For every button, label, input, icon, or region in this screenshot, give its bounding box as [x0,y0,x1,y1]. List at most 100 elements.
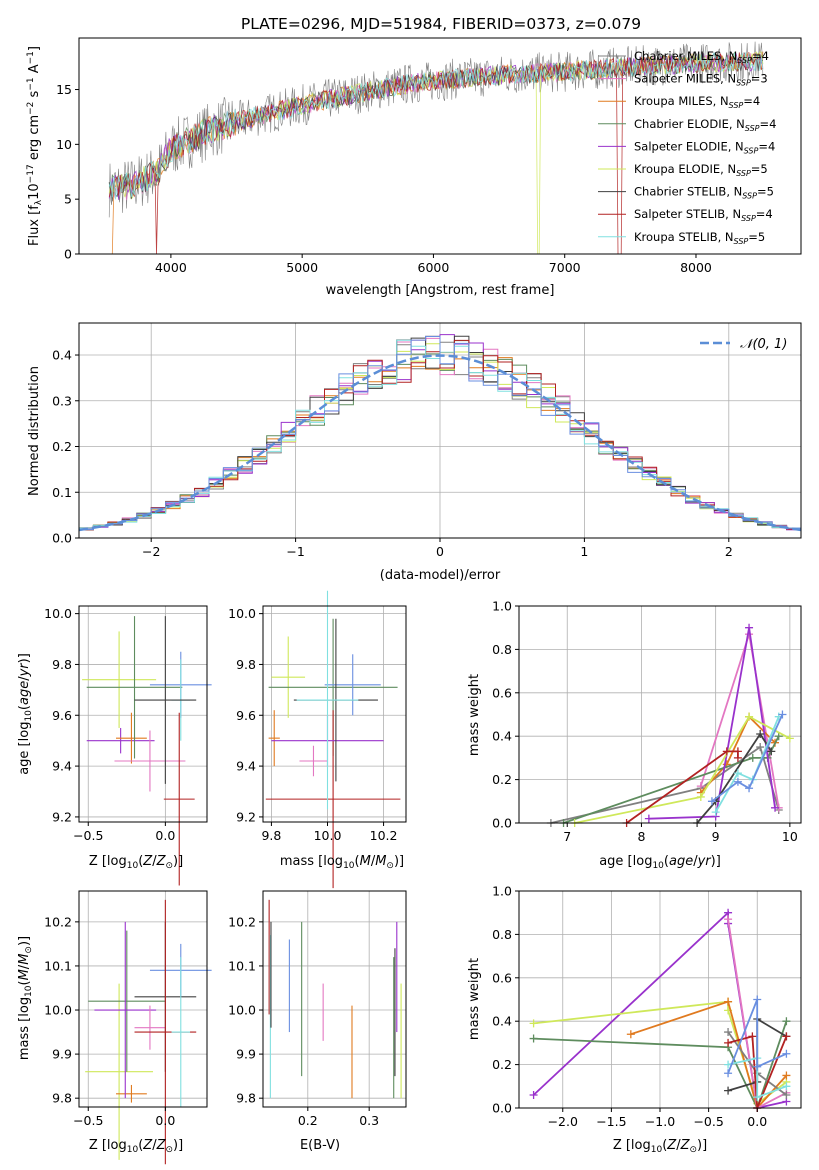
weight-line-chabrier-stelib [696,732,773,824]
ytick-label: 9.6 [52,708,72,723]
spectrum-traces [108,41,764,255]
weight-marker [711,808,720,817]
weight-marker [748,753,757,762]
ytick-label: 0.2 [492,772,512,787]
ytick-label: 10.1 [44,958,72,973]
xtick-label: 7 [563,829,571,844]
weight-marker [696,792,705,801]
residuals-ytick-label: 0.2 [52,439,72,454]
ytick-label: 10.0 [44,1003,72,1018]
weight-line-salpeter-stelib [727,1035,788,1109]
weight-line-kroupa-stelib [714,716,780,813]
weight-line-kroupa-miles [700,715,776,794]
residuals-xtick-label: 2 [725,544,733,559]
spectrum-xtick-label: 6000 [418,260,450,275]
weight-marker [748,1032,757,1041]
legend-entry: Chabrier STELIB, NSSP=5 [634,185,774,201]
weight-marker [785,734,794,743]
legend-entry: Kroupa MILES, NSSP=4 [634,94,760,110]
ytick-label: 0.0 [492,816,512,831]
weight-line-kroupa-stelib [727,1056,787,1099]
xtick-label: 0.0 [155,1113,175,1128]
ytick-label: 1.0 [492,599,512,614]
weight-marker [771,803,780,812]
legend-entry: Chabrier ELODIE, NSSP=4 [634,117,776,133]
xtick-label: 0.2 [298,1113,318,1128]
ytick-label: 10.2 [228,914,256,929]
residuals-legend: 𝒩(0, 1) [700,337,787,352]
xtick-label: 10 [782,829,798,844]
ytick-label: 9.8 [52,657,72,672]
ytick-label: 9.4 [52,759,72,774]
xtick-label: 0.3 [359,1113,379,1128]
weight-line-chabrier-elodie [563,735,780,824]
legend-entry: Salpeter STELIB, NSSP=4 [634,207,773,223]
legend-entry: Kroupa ELODIE, NSSP=5 [634,162,768,178]
residuals-xtick-label: −1 [286,544,304,559]
weight-z-ylabel: mass weight [467,958,482,1040]
xtick-label: 8 [637,829,645,844]
ytick-label: 9.4 [236,759,256,774]
p-massebv-marks [268,899,402,1099]
gaussian-legend-label: 𝒩(0, 1) [740,337,787,352]
ytick-label: 1.0 [492,884,512,899]
residuals-ticks: −2 −1 0 1 2 0.0 0.1 0.2 0.3 0.4 [52,348,733,559]
weight-marker [756,743,765,752]
ytick-label: 0.8 [492,642,512,657]
ytick-label: 0.8 [492,927,512,942]
spectrum-line-kroupa-stelib [108,52,764,200]
residuals-xtick-label: 1 [580,544,588,559]
spectrum-xlabel: wavelength [Angstrom, rest frame] [326,283,555,298]
residuals-xlabel: (data-model)/error [380,568,501,583]
p-agez-grid [79,606,207,822]
spectrum-xtick-label: 4000 [155,260,187,275]
weight-age-ylabel: mass weight [467,674,482,756]
weight-marker [733,753,742,762]
xtick-label: −1.5 [596,1114,626,1129]
ytick-label: 9.6 [236,708,256,723]
legend-entry: Kroupa STELIB, NSSP=5 [634,230,765,246]
weight-marker [626,1030,635,1039]
gaussian-curve [78,354,802,532]
ytick-label: 0.0 [492,1101,512,1116]
weight-marker [756,730,765,739]
spectrum-legend: Chabrier MILES, NSSP=4 Salpeter MILES, NS… [598,49,776,246]
xtick-label: −0.5 [73,828,103,843]
xtick-label: 0.0 [747,1114,767,1129]
ytick-label: 9.8 [236,1091,256,1106]
residual-histogram-stelib-blue [79,336,801,530]
weight-marker [722,747,731,756]
weight-marker [782,1017,791,1026]
spectrum-xtick-label: 7000 [549,260,581,275]
spectrum-line-chabrier-stelib [108,52,764,202]
weight-marker [782,1082,791,1091]
residuals-ytick-label: 0.1 [52,485,72,500]
p-massebv-frame [262,890,407,1108]
ytick-label: 10.0 [228,606,256,621]
weight-line-chabrier-elodie [533,1020,788,1111]
spectrum-axes-frame [78,37,802,255]
weight-age-xlabel: age [log10(age/yr)] [599,854,721,871]
ytick-label: 9.2 [236,809,256,824]
weight-marker [529,1019,538,1028]
p-massz-marks [85,899,212,1165]
p-agez-frame [78,605,208,823]
weight-marker [782,1032,791,1041]
age-z-panel: −0.5 0.0 9.2 9.4 9.6 9.8 10.0 [44,605,212,886]
p-agemass-ticks: 9.8 10.0 10.2 9.2 9.4 9.6 9.8 10.0 [228,606,397,843]
xtick-label: 9.8 [261,828,281,843]
spectrum-line-salpeter-elodie [108,51,764,200]
xtick-label: 10.2 [370,828,398,843]
weight-marker [733,777,742,786]
weight-marker [724,1086,733,1095]
xtick-label: 10.0 [314,828,342,843]
weight-z-panel: −2.0 −1.5 −1.0 −0.5 0.0 0.0 0.2 0.4 0.6 0.8 1.0 [492,884,802,1129]
spectrum-xtick-label: 5000 [286,260,318,275]
xtick-label: −0.5 [73,1113,103,1128]
weight-marker [644,814,653,823]
weight-marker [529,1090,538,1099]
xtick-label: 0.0 [155,828,175,843]
weight-marker [753,1093,762,1102]
residuals-ylabel: Normed distribution [27,366,42,496]
p-wage-ticks: 7 8 9 10 0.0 0.2 0.4 0.6 0.8 1.0 [492,599,798,845]
